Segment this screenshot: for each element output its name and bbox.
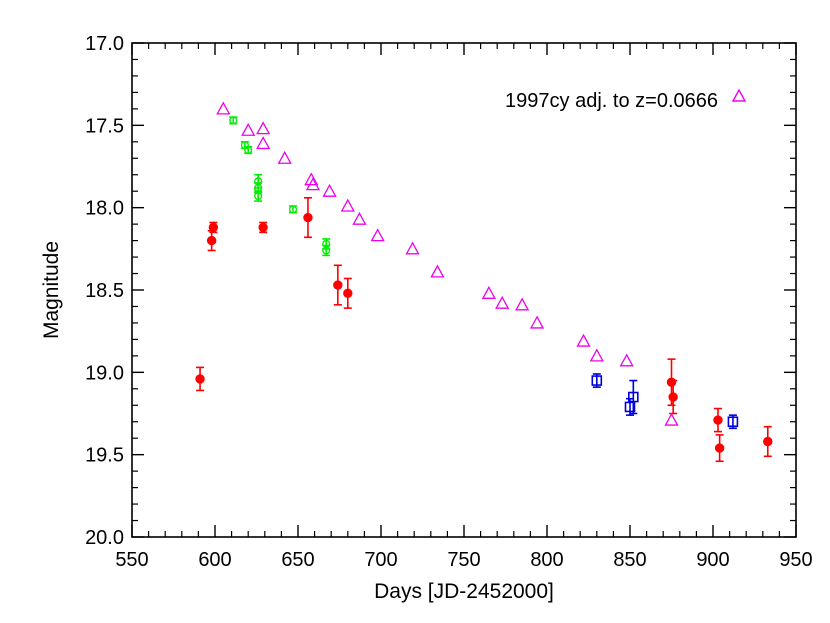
x-tick-label: 750 [447, 549, 480, 571]
y-tick-label: 17.0 [85, 33, 124, 55]
data-point-filled-circle [303, 212, 313, 223]
data-point-open-square [591, 375, 603, 386]
data-point-open-triangle [515, 297, 530, 311]
y-tick-label: 19.0 [85, 362, 124, 384]
data-point-open-circle [288, 205, 298, 214]
legend-triangle-marker [731, 88, 747, 102]
series-open-square [591, 373, 739, 430]
y-tick-label: 18.5 [85, 280, 124, 302]
x-tick-label: 900 [696, 549, 729, 571]
x-tick-label: 950 [779, 549, 812, 571]
data-point-open-square [624, 401, 636, 413]
legend: 1997cy adj. to z=0.0666 [505, 88, 747, 112]
data-point-open-square [727, 416, 739, 428]
data-point-open-triangle [277, 150, 292, 164]
data-point-filled-circle [195, 374, 205, 384]
data-point-open-triangle [619, 353, 634, 367]
data-point-open-circle [229, 116, 238, 125]
series-open-circle [229, 116, 331, 257]
data-point-filled-circle [713, 415, 723, 425]
data-point-filled-circle [208, 222, 219, 233]
data-point-open-circle [254, 192, 263, 201]
data-point-filled-circle [714, 443, 725, 453]
data-point-open-triangle [340, 198, 355, 212]
data-point-open-triangle [495, 295, 510, 309]
data-point-open-triangle [352, 211, 367, 225]
x-tick-label: 600 [198, 549, 231, 571]
data-point-filled-circle [666, 377, 677, 387]
data-point-open-triangle [304, 172, 319, 186]
data-point-open-triangle [256, 121, 271, 135]
x-tick-label: 700 [364, 549, 397, 571]
data-point-open-square [628, 391, 639, 403]
data-point-open-triangle [589, 348, 604, 362]
series-open-triangle [216, 101, 679, 426]
data-point-open-triangle [664, 412, 679, 426]
data-point-filled-circle [763, 436, 773, 447]
data-point-open-triangle [256, 136, 271, 150]
data-point-open-triangle [305, 177, 321, 191]
data-point-open-circle [322, 246, 331, 255]
legend-label: 1997cy adj. to z=0.0666 [505, 90, 718, 112]
data-point-open-triangle [216, 101, 231, 115]
data-point-open-triangle [405, 241, 420, 255]
data-point-open-triangle [481, 285, 496, 299]
data-point-open-triangle [430, 264, 445, 278]
data-point-open-circle [244, 145, 253, 155]
data-point-open-triangle [241, 122, 256, 136]
data-point-filled-circle [343, 288, 353, 298]
data-marks [195, 101, 773, 463]
x-tick-label: 650 [281, 549, 314, 571]
x-tick-labels: 550 600 650 700 750 800 850 900 950 [115, 549, 812, 571]
data-point-filled-circle [333, 280, 343, 290]
series-filled-circle [195, 196, 773, 463]
data-point-filled-circle [206, 235, 217, 246]
data-point-filled-circle [258, 222, 268, 233]
data-point-open-triangle [370, 228, 385, 242]
x-tick-label: 850 [613, 549, 646, 571]
x-tick-label: 550 [115, 549, 148, 571]
y-tick-label: 17.5 [85, 115, 124, 137]
data-point-filled-circle [668, 392, 678, 402]
y-tick-label: 19.5 [85, 445, 124, 467]
data-point-open-triangle [322, 183, 337, 197]
x-axis-label: Days [JD-2452000] [374, 580, 554, 603]
y-tick-label: 20.0 [85, 527, 124, 549]
x-tick-label: 800 [530, 549, 563, 571]
data-point-open-triangle [529, 315, 545, 329]
y-tick-labels: 17.0 17.5 18.0 18.5 19.0 19.5 20.0 [85, 33, 124, 549]
y-tick-label: 18.0 [85, 198, 124, 220]
axis-ticks [131, 42, 797, 538]
y-axis-label: Magnitude [40, 241, 63, 339]
data-point-open-triangle [576, 333, 591, 347]
